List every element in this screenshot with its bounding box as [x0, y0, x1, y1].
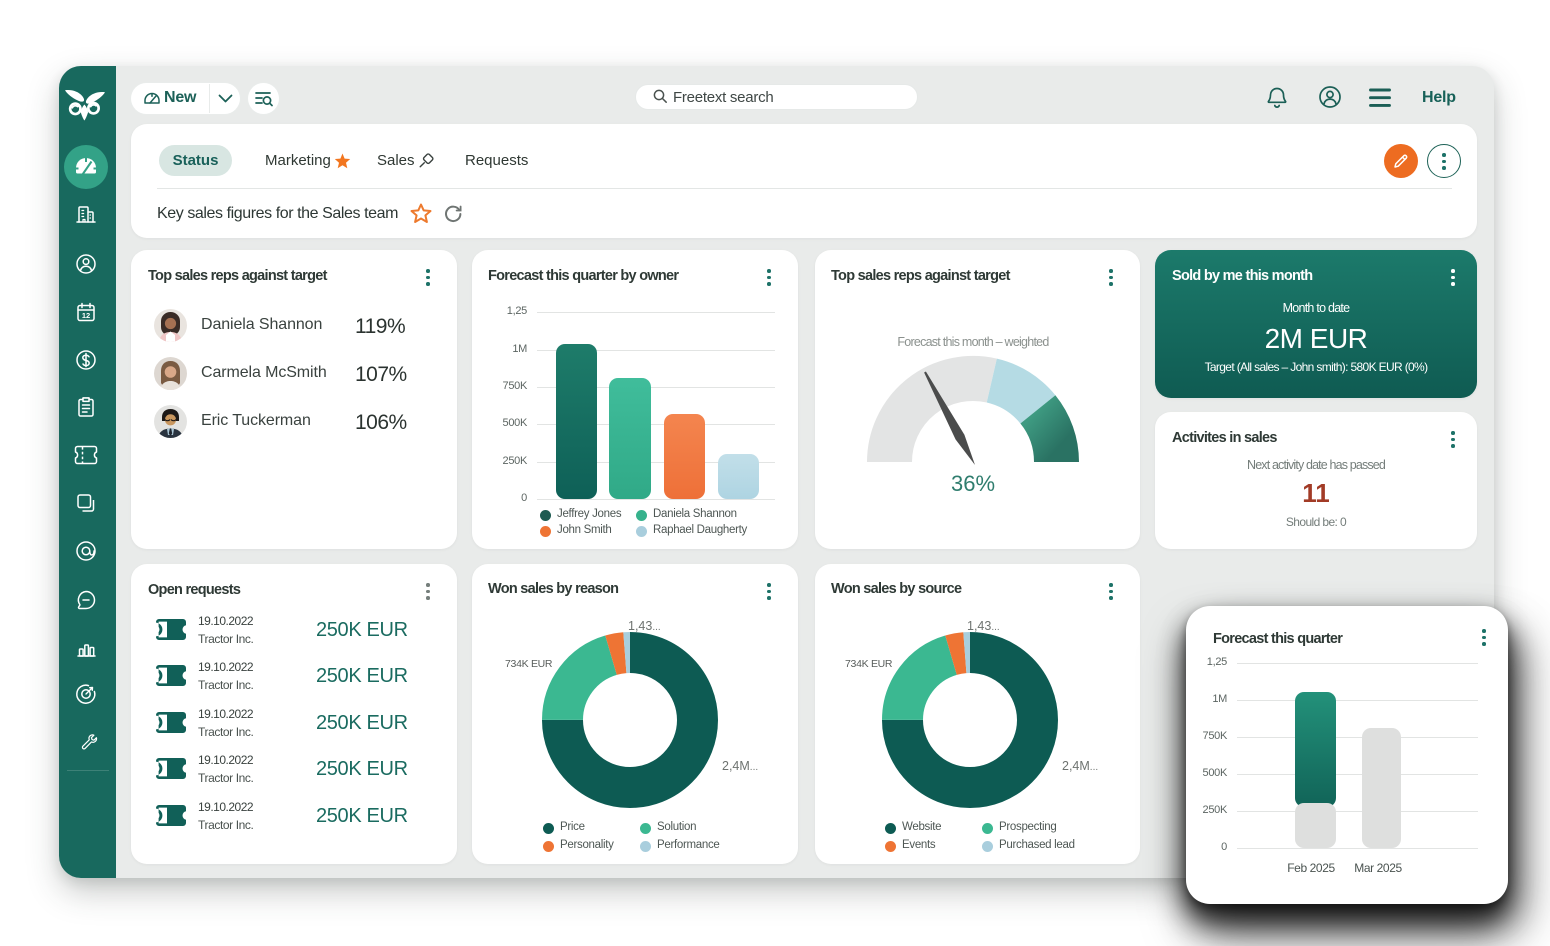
- svg-text:12: 12: [82, 311, 90, 320]
